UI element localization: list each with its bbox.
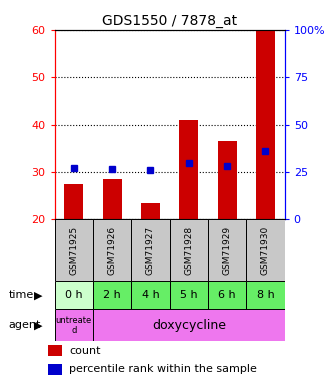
Bar [131,219,169,281]
Bar [208,219,246,281]
Bar [246,219,285,281]
Bar [48,345,62,356]
Bar [55,281,93,309]
Title: GDS1550 / 7878_at: GDS1550 / 7878_at [102,13,237,28]
Bar [64,184,83,219]
Text: 6 h: 6 h [218,290,236,300]
Text: GSM71927: GSM71927 [146,226,155,275]
Bar [55,309,93,341]
Bar [141,203,160,219]
Text: GSM71926: GSM71926 [108,226,117,275]
Text: GSM71928: GSM71928 [184,226,193,275]
Text: count: count [69,346,101,355]
Text: ▶: ▶ [34,290,42,300]
Bar [217,141,237,219]
Bar [256,30,275,219]
Text: ▶: ▶ [34,320,42,330]
Bar [55,219,93,281]
Text: 5 h: 5 h [180,290,198,300]
Text: agent: agent [8,320,41,330]
Text: GSM71929: GSM71929 [223,226,232,275]
Bar [208,281,246,309]
Text: GSM71930: GSM71930 [261,226,270,275]
Bar [93,309,285,341]
Text: percentile rank within the sample: percentile rank within the sample [69,364,257,374]
Bar [93,281,131,309]
Text: doxycycline: doxycycline [152,319,226,332]
Text: 2 h: 2 h [103,290,121,300]
Bar [93,219,131,281]
Text: time: time [8,290,33,300]
Bar [169,219,208,281]
Text: GSM71925: GSM71925 [69,226,78,275]
Text: 0 h: 0 h [65,290,83,300]
Bar [169,281,208,309]
Text: untreate
d: untreate d [56,316,92,335]
Bar [246,281,285,309]
Bar [103,179,122,219]
Text: 4 h: 4 h [142,290,159,300]
Bar [131,281,169,309]
Text: 8 h: 8 h [257,290,274,300]
Bar [179,120,198,219]
Bar [48,364,62,375]
